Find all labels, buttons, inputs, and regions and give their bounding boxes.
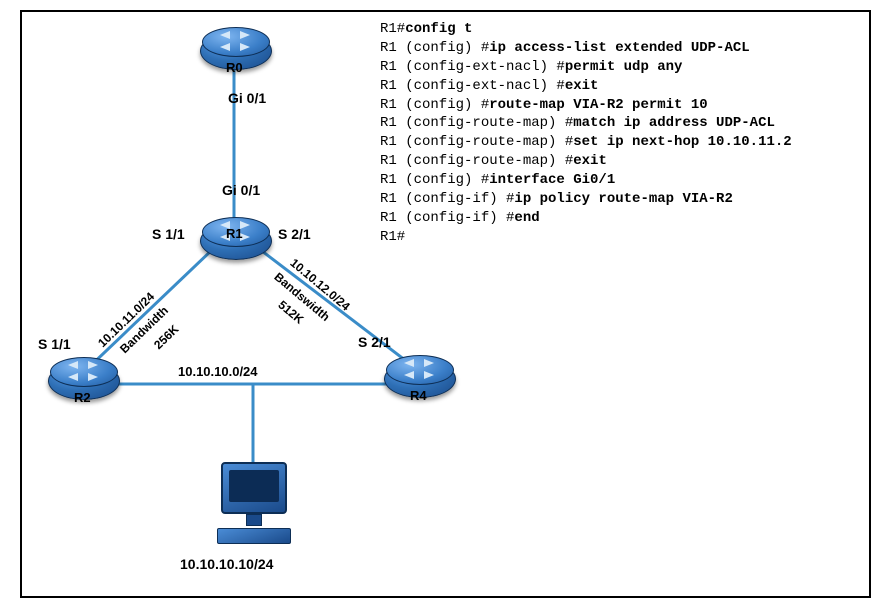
label-r1-gi01: Gi 0/1 [222, 182, 260, 198]
cli-line: R1 (config-route-map) #set ip next-hop 1… [380, 133, 792, 152]
cli-prompt: R1 (config) # [380, 40, 489, 56]
cli-line: R1 (config) #route-map VIA-R2 permit 10 [380, 96, 792, 115]
router-r1-label: R1 [226, 226, 243, 241]
cli-command: permit udp any [565, 59, 683, 75]
cli-command: config t [405, 21, 472, 37]
label-r4-s21: S 2/1 [358, 334, 391, 350]
cli-prompt: R1# [380, 229, 405, 245]
router-r1: R1 [200, 222, 270, 262]
router-r4: R4 [384, 360, 454, 400]
cli-prompt: R1 (config-route-map) # [380, 153, 573, 169]
cli-line: R1 (config-if) #ip policy route-map VIA-… [380, 190, 792, 209]
cli-prompt: R1 (config-ext-nacl) # [380, 78, 565, 94]
cli-prompt: R1 (config-if) # [380, 191, 514, 207]
router-arrows-icon [384, 353, 454, 385]
cli-command: interface Gi0/1 [489, 172, 615, 188]
router-r2: R2 [48, 362, 118, 402]
cli-prompt: R1 (config-route-map) # [380, 134, 573, 150]
cli-line: R1# [380, 228, 792, 247]
cli-line: R1#config t [380, 20, 792, 39]
label-r0-gi01: Gi 0/1 [228, 90, 266, 106]
router-arrows-icon [200, 25, 270, 57]
cli-line: R1 (config-if) #end [380, 209, 792, 228]
cli-prompt: R1 (config) # [380, 172, 489, 188]
cli-prompt: R1 (config-if) # [380, 210, 514, 226]
router-r2-label: R2 [74, 390, 91, 405]
cli-command: match ip address UDP-ACL [573, 115, 775, 131]
cli-line: R1 (config) #interface Gi0/1 [380, 171, 792, 190]
label-host-ip: 10.10.10.10/24 [180, 556, 273, 572]
router-r4-label: R4 [410, 388, 427, 403]
cli-command: exit [573, 153, 607, 169]
cli-prompt: R1# [380, 21, 405, 37]
label-net-r2r4: 10.10.10.0/24 [178, 364, 258, 379]
cli-prompt: R1 (config-ext-nacl) # [380, 59, 565, 75]
cli-command: ip policy route-map VIA-R2 [514, 191, 732, 207]
router-arrows-icon [48, 355, 118, 387]
router-r0: R0 [200, 32, 270, 72]
cli-prompt: R1 (config-route-map) # [380, 115, 573, 131]
label-r2-s11: S 1/1 [38, 336, 71, 352]
router-r0-label: R0 [226, 60, 243, 75]
host-computer-icon [214, 462, 294, 542]
cli-line: R1 (config) #ip access-list extended UDP… [380, 39, 792, 58]
diagram-frame: R0 Gi 0/1 R1 Gi 0/1 S 1/1 S 2/1 [0, 0, 891, 608]
cli-command: exit [565, 78, 599, 94]
cli-config-block: R1#config tR1 (config) #ip access-list e… [380, 20, 792, 247]
cli-command: set ip next-hop 10.10.11.2 [573, 134, 791, 150]
cli-line: R1 (config-ext-nacl) #exit [380, 77, 792, 96]
label-r1-s21: S 2/1 [278, 226, 311, 242]
cli-line: R1 (config-route-map) #match ip address … [380, 114, 792, 133]
cli-command: end [514, 210, 539, 226]
cli-prompt: R1 (config) # [380, 97, 489, 113]
cli-command: ip access-list extended UDP-ACL [489, 40, 749, 56]
label-r1-s11: S 1/1 [152, 226, 185, 242]
cli-line: R1 (config-ext-nacl) #permit udp any [380, 58, 792, 77]
cli-command: route-map VIA-R2 permit 10 [489, 97, 707, 113]
cli-line: R1 (config-route-map) #exit [380, 152, 792, 171]
